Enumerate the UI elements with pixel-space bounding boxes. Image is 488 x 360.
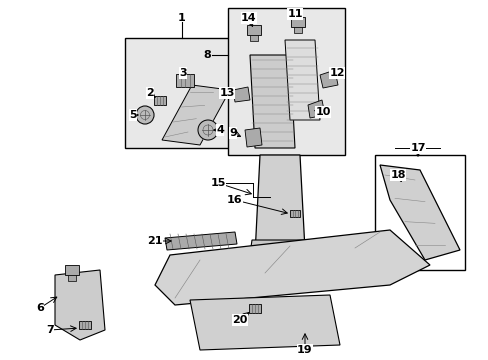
Text: 11: 11: [286, 9, 302, 19]
Bar: [154, 95, 165, 104]
Bar: [79, 321, 91, 329]
Polygon shape: [232, 87, 249, 102]
Polygon shape: [307, 100, 325, 118]
Bar: [289, 210, 299, 216]
Text: 14: 14: [241, 13, 256, 23]
Polygon shape: [379, 165, 459, 260]
Text: 13: 13: [219, 88, 234, 98]
Text: 8: 8: [203, 50, 210, 60]
Polygon shape: [164, 232, 237, 250]
Polygon shape: [244, 128, 262, 147]
Polygon shape: [249, 55, 294, 148]
Text: 15: 15: [210, 178, 225, 188]
Bar: [246, 25, 261, 35]
Circle shape: [198, 120, 218, 140]
Bar: [125, 38, 240, 148]
Text: 7: 7: [46, 325, 54, 335]
Text: 21: 21: [147, 236, 163, 246]
Text: 17: 17: [409, 143, 425, 153]
Polygon shape: [254, 155, 305, 255]
Polygon shape: [247, 240, 314, 268]
Text: 6: 6: [36, 303, 44, 313]
Bar: [227, 8, 345, 155]
Bar: [176, 73, 194, 86]
Polygon shape: [155, 230, 429, 305]
Text: 2: 2: [146, 88, 154, 98]
Polygon shape: [55, 270, 105, 340]
Circle shape: [136, 106, 154, 124]
Text: 5: 5: [129, 110, 137, 120]
Bar: [248, 303, 261, 312]
Bar: [68, 275, 76, 281]
Bar: [249, 35, 258, 41]
Text: 1: 1: [178, 13, 185, 23]
Text: 10: 10: [315, 107, 330, 117]
Text: 9: 9: [228, 128, 237, 138]
Text: 3: 3: [179, 68, 186, 78]
Text: 4: 4: [216, 125, 224, 135]
Text: 20: 20: [232, 315, 247, 325]
Polygon shape: [162, 85, 229, 145]
Polygon shape: [285, 40, 319, 120]
Bar: [290, 17, 305, 27]
Bar: [65, 265, 79, 275]
Text: 19: 19: [297, 345, 312, 355]
Text: 16: 16: [227, 195, 243, 205]
Bar: [293, 27, 302, 33]
Text: 12: 12: [328, 68, 344, 78]
Text: 18: 18: [389, 170, 405, 180]
Polygon shape: [190, 295, 339, 350]
Bar: [374, 155, 464, 270]
Polygon shape: [319, 70, 337, 88]
